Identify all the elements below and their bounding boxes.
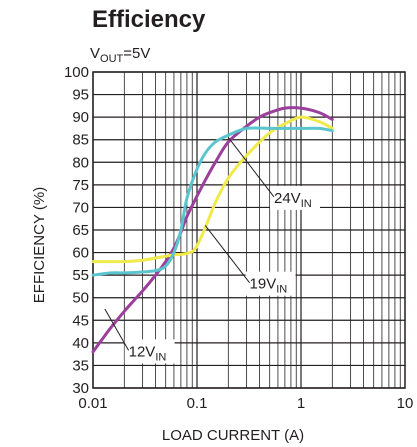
subtitle-rest: =5V	[123, 45, 150, 62]
x-tick-label: 0.01	[78, 395, 107, 412]
series-labels: 12VIN 19VIN 24VIN	[104, 137, 320, 364]
series-label-19v: 19VIN	[250, 276, 288, 296]
y-tick-label: 65	[72, 222, 89, 239]
y-tick-label: 85	[72, 132, 89, 149]
grid	[92, 71, 406, 389]
series-line-24v	[91, 126, 334, 277]
x-tick-label: 0.1	[187, 395, 208, 412]
y-tick-label: 70	[72, 199, 89, 216]
y-tick-label: 75	[72, 177, 89, 194]
series-line-19v	[91, 115, 334, 264]
y-tick-label: 50	[72, 290, 89, 307]
plot-frame	[92, 71, 406, 389]
y-tick-label: 45	[72, 312, 89, 329]
series-label-leader	[104, 308, 130, 351]
subtitle-subscript: OUT	[100, 53, 124, 65]
y-axis-label: EFFICIENCY (%)	[31, 187, 48, 303]
y-tick-label: 55	[72, 267, 89, 284]
chart-subtitle: VOUT=5V	[90, 45, 150, 65]
y-tick-label: 40	[72, 335, 89, 352]
series-label-24v: 24VIN	[274, 190, 312, 210]
series-lines	[91, 106, 334, 354]
y-tick-label: 30	[72, 380, 89, 397]
x-tick-label: 10	[397, 395, 414, 412]
subtitle-main: V	[90, 45, 100, 62]
series-label-bg	[245, 271, 296, 296]
y-tick-label: 35	[72, 357, 89, 374]
series-line-12v	[91, 106, 334, 354]
x-tick-label: 1	[297, 395, 305, 412]
tick-labels: 0.01 0.1 1 10 30 35 40 45 50 55 60 65 70 75 80 85 90 95 10…	[64, 64, 413, 412]
x-axis-label: LOAD CURRENT (A)	[162, 427, 304, 444]
chart-title: Efficiency	[92, 6, 206, 33]
series-label-12v: 12VIN	[129, 343, 167, 363]
y-tick-label: 90	[72, 109, 89, 126]
y-tick-label: 95	[72, 87, 89, 104]
y-tick-label: 60	[72, 245, 89, 262]
series-label-leader	[227, 137, 275, 198]
series-label-bg	[124, 339, 175, 364]
y-tick-label: 80	[72, 154, 89, 171]
series-label-leader	[204, 225, 250, 283]
series-label-bg	[269, 185, 320, 210]
y-tick-label: 100	[64, 64, 89, 81]
